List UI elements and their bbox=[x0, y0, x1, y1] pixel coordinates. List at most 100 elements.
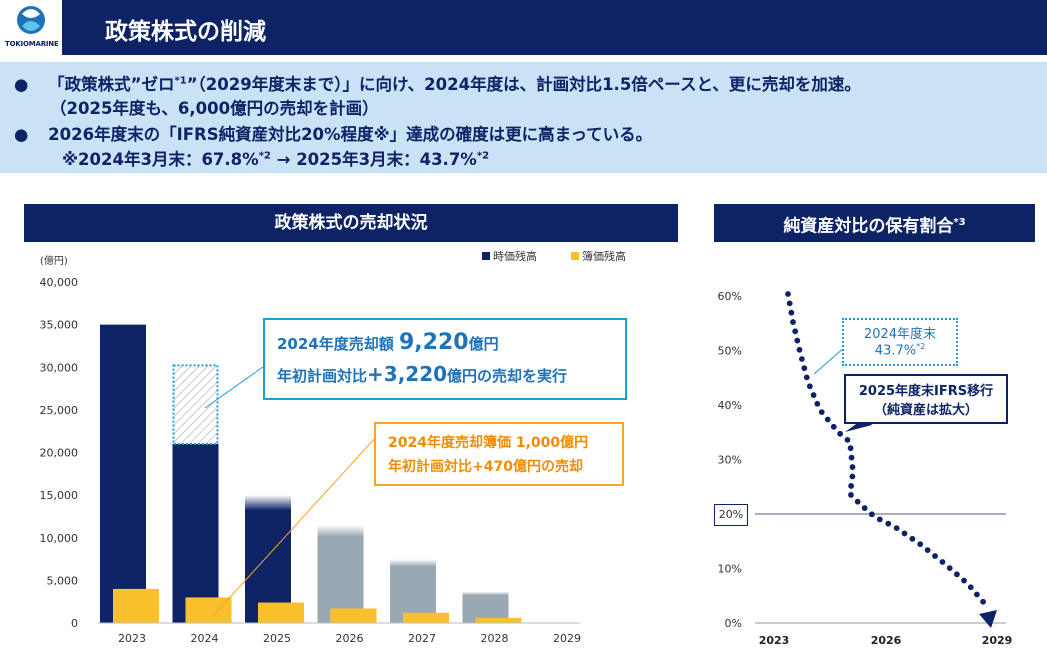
x-tick-label: 2028 bbox=[481, 632, 509, 645]
y-tick-label: 0 bbox=[71, 617, 78, 630]
logo: TOKIOMARINE bbox=[0, 0, 62, 55]
y-tick-label: 5,000 bbox=[47, 574, 79, 587]
left-panel-title: 政策株式の売却状況 bbox=[24, 204, 678, 242]
summary-box: ● 「政策株式”ゼロ*1”（2029年度末まで）」に向け、2024年度は、計画対… bbox=[0, 62, 1047, 173]
legend-swatch-market bbox=[482, 252, 490, 260]
summary-line-3-text: 2026年度末の「IFRS純資産対比20%程度※」達成の確度は更に高まっている。 bbox=[48, 125, 653, 144]
trend-dot bbox=[901, 530, 908, 537]
tokio-marine-logo-icon bbox=[17, 6, 45, 34]
ratio-y-tick-label: 0% bbox=[725, 617, 742, 630]
summary-line-1-prefix: 「政策株式”ゼロ bbox=[48, 75, 175, 94]
trend-dot bbox=[786, 300, 793, 307]
bar-chart: (億円) 40,000 35,000 30,000 25,000 20,000 15,00… bbox=[40, 249, 627, 645]
right-panel-title-sup: *3 bbox=[953, 217, 966, 228]
trend-dot bbox=[810, 392, 817, 398]
callout-2024-value: 43.7% bbox=[874, 343, 917, 359]
x-tick-label: 2026 bbox=[336, 632, 364, 645]
callout-ifrs: 2025年度末IFRS移行 （純資産は拡大） bbox=[844, 374, 1008, 424]
trend-dot bbox=[849, 464, 856, 470]
right-panel-title-text: 純資産対比の保有割合 bbox=[783, 216, 954, 237]
callout-2024-sales: 2024年度売却額 9,220億円 年初計画対比+3,220億円の売却を実行 bbox=[263, 318, 627, 400]
ratio-y-tick-label: 60% bbox=[718, 290, 742, 303]
trend-dot bbox=[847, 445, 854, 452]
logo-text: TOKIOMARINE bbox=[5, 40, 59, 48]
trend-dot bbox=[932, 553, 938, 559]
trend-dot bbox=[848, 483, 855, 489]
summary-line-3: ● 2026年度末の「IFRS純資産対比20%程度※」達成の確度は更に高まってい… bbox=[14, 121, 652, 145]
y-unit-label: (億円) bbox=[40, 254, 68, 267]
trend-dot bbox=[790, 319, 796, 325]
trend-dot bbox=[980, 598, 986, 605]
callout-orange-line-2: 年初計画対比+470億円の売却 bbox=[388, 459, 583, 475]
x-tick-label: 2029 bbox=[553, 632, 581, 645]
trend-dot bbox=[794, 337, 801, 344]
page-title: 政策株式の削減 bbox=[105, 19, 266, 45]
trend-dot bbox=[848, 492, 854, 498]
callout-blue-line-2-prefix: 年初計画対比 bbox=[277, 367, 368, 385]
callout-ifrs-line-1: 2025年度末IFRS移行 bbox=[858, 384, 994, 399]
bar-market-2028 bbox=[462, 591, 509, 623]
trend-dot bbox=[893, 525, 900, 532]
summary-line-1-sup: *1 bbox=[174, 75, 187, 87]
trend-dot bbox=[854, 498, 861, 505]
callout-2024-sup: *2 bbox=[916, 342, 926, 351]
trend-dot bbox=[830, 423, 837, 430]
summary-line-1: ● 「政策株式”ゼロ*1”（2029年度末まで）」に向け、2024年度は、計画対… bbox=[14, 71, 861, 95]
trend-arrowhead-icon bbox=[979, 610, 997, 628]
legend-swatch-book bbox=[571, 252, 579, 260]
summary-line-2: （2025年度も、6,000億円の売却を計画） bbox=[50, 99, 379, 118]
bullet-icon: ● bbox=[14, 75, 29, 94]
x-tick-label: 2027 bbox=[408, 632, 436, 645]
callout-2024-line-1: 2024年度末 bbox=[863, 327, 937, 342]
trend-dot bbox=[806, 383, 813, 390]
callout-blue-line-2-suffix: 億円の売却を実行 bbox=[447, 367, 568, 385]
summary-line-4-a: ※2024年3月末：67.8% bbox=[62, 150, 259, 169]
y-tick-label: 15,000 bbox=[40, 489, 79, 502]
callout-2024-connector bbox=[813, 346, 846, 375]
trend-dot bbox=[788, 309, 795, 316]
callout-2024-line-2: 43.7%*2 bbox=[844, 342, 956, 358]
bar-sold-2024 bbox=[172, 364, 219, 445]
trend-dot bbox=[876, 516, 883, 523]
trend-dot bbox=[796, 346, 803, 353]
ratio-y-tick-label: 50% bbox=[718, 345, 742, 358]
trend-dot bbox=[939, 559, 946, 565]
ratio-x-tick-label: 2023 bbox=[759, 634, 790, 647]
ratio-y-tick-label: 30% bbox=[718, 454, 742, 467]
y-tick-label: 30,000 bbox=[40, 361, 79, 374]
summary-line-4-b: → 2025年3月末：43.7% bbox=[270, 150, 477, 169]
callout-blue-line-1-suffix: 億円 bbox=[468, 335, 499, 353]
trend-dot bbox=[849, 473, 856, 480]
trend-dot bbox=[917, 541, 924, 548]
trend-dot bbox=[861, 505, 868, 511]
y-tick-label: 40,000 bbox=[40, 276, 79, 289]
trend-dot bbox=[924, 547, 931, 553]
callout-connector-blue bbox=[204, 361, 271, 409]
trend-dot bbox=[785, 291, 791, 297]
ratio-x-tick-label: 2029 bbox=[982, 634, 1013, 647]
callout-blue-line-2: 年初計画対比+3,220億円の売却を実行 bbox=[277, 362, 567, 386]
callout-ifrs-line-2: （純資産は拡大） bbox=[873, 403, 978, 418]
summary-line-1-suffix: ”（2029年度末まで）」に向け、2024年度は、計画対比1.5倍ペースと、更に… bbox=[186, 75, 861, 94]
bullet-icon: ● bbox=[14, 125, 29, 144]
y-tick-label: 25,000 bbox=[40, 404, 79, 417]
trend-dot bbox=[946, 565, 953, 571]
trend-dot bbox=[974, 591, 980, 598]
legend-label-market: 時価残高 bbox=[493, 249, 537, 263]
callout-connector-orange bbox=[211, 436, 377, 618]
callout-2024-book: 2024年度売却簿価 1,000億円 年初計画対比+470億円の売却 bbox=[374, 422, 624, 486]
bar-book-2028 bbox=[475, 617, 522, 623]
bar-book-2023 bbox=[113, 588, 159, 623]
bar-market-2027 bbox=[390, 559, 436, 623]
trend-dot bbox=[798, 356, 805, 362]
ratio-x-tick-label: 2026 bbox=[871, 634, 902, 647]
trend-dot bbox=[844, 436, 851, 443]
bar-market-2025 bbox=[245, 495, 291, 623]
x-tick-label: 2025 bbox=[263, 632, 291, 645]
ratio-chart: 60% 50% 40% 30% 10% 0% 2023 2026 2029 bbox=[718, 290, 1013, 647]
bar-market-2026 bbox=[317, 524, 364, 623]
trend-dot bbox=[868, 511, 875, 518]
legend-label-book: 簿価残高 bbox=[582, 249, 626, 263]
trend-dot bbox=[803, 374, 810, 381]
summary-line-4: ※2024年3月末：67.8%*2 → 2025年3月末：43.7%*2 bbox=[62, 146, 489, 170]
